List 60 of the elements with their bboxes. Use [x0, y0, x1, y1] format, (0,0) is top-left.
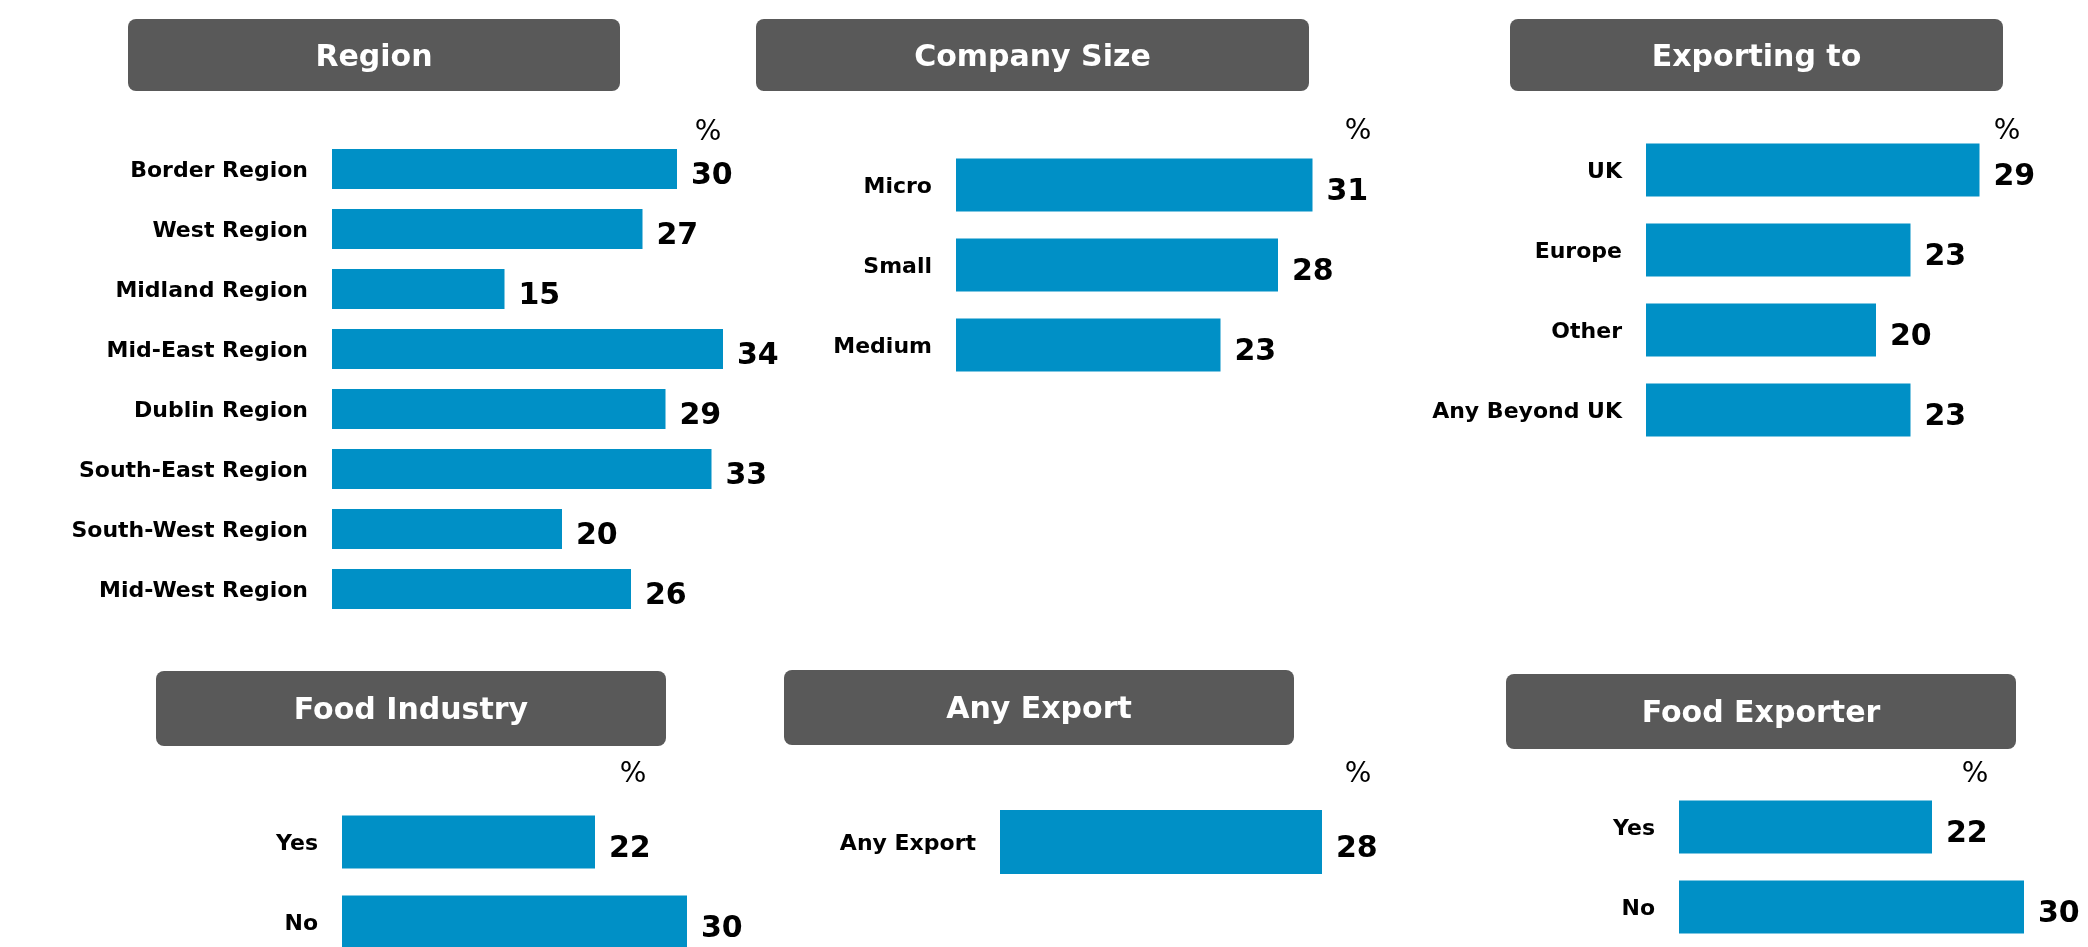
bar	[332, 329, 723, 369]
data-label: 23	[1924, 236, 1967, 272]
bar	[332, 449, 712, 489]
data-label: 29	[679, 395, 722, 431]
y-tick-label: Europe	[1534, 237, 1622, 263]
data-label: 28	[1292, 251, 1334, 287]
y-tick-label: Dublin Region	[133, 396, 308, 422]
annotation: %	[1961, 755, 1989, 789]
y-tick-label: Other	[1551, 317, 1623, 343]
data-label: 27	[656, 215, 699, 251]
text: %	[1993, 112, 2021, 146]
y-tick-label: South-East Region	[78, 456, 308, 482]
data-label: 23	[1924, 396, 1967, 432]
data-label: 30	[2038, 893, 2080, 929]
text: %	[1344, 755, 1372, 789]
data-label: 34	[737, 335, 779, 371]
bar	[332, 269, 505, 309]
data-label: 20	[576, 515, 618, 551]
bar	[332, 389, 666, 429]
data-label: 29	[1993, 156, 2036, 192]
chart-title: Food Industry	[293, 691, 529, 726]
y-tick-label: West Region	[152, 216, 308, 242]
y-tick-label: Any Beyond UK	[1432, 397, 1623, 423]
bar	[332, 209, 643, 249]
data-label: 20	[1890, 316, 1932, 352]
y-tick-label: Micro	[863, 172, 932, 198]
chart-title: Exporting to	[1651, 37, 1862, 73]
chart-title: Any Export	[946, 690, 1132, 725]
data-label: 23	[1234, 331, 1277, 367]
y-tick-label: South-West Region	[71, 516, 308, 542]
data-label: 22	[609, 828, 651, 864]
chart-title: Food Exporter	[1641, 694, 1881, 729]
data-label: 15	[518, 275, 561, 311]
y-tick-label: Medium	[833, 332, 932, 358]
bar	[332, 509, 562, 549]
chart-title: Company Size	[914, 37, 1151, 73]
data-label: 28	[1336, 828, 1378, 864]
y-tick-label: Yes	[275, 829, 318, 855]
data-label: 31	[1326, 171, 1369, 207]
data-label: 26	[645, 575, 687, 611]
bar	[332, 569, 631, 609]
bar	[332, 149, 677, 189]
y-tick-label: Yes	[1612, 814, 1655, 840]
annotation: %	[694, 113, 722, 147]
data-label: 30	[701, 908, 743, 944]
y-tick-label: No	[1621, 894, 1655, 920]
y-tick-label: Mid-East Region	[106, 336, 308, 362]
y-tick-label: Small	[863, 252, 932, 278]
data-label: 33	[725, 455, 768, 491]
y-tick-label: No	[284, 909, 318, 935]
y-tick-label: Border Region	[130, 156, 308, 182]
text: %	[619, 755, 647, 789]
y-tick-label: UK	[1587, 157, 1623, 183]
y-tick-label: Any Export	[839, 829, 977, 855]
text: %	[1344, 112, 1372, 146]
data-label: 22	[1946, 813, 1988, 849]
y-tick-label: Midland Region	[115, 276, 308, 302]
data-label: 30	[691, 155, 733, 191]
chart-title: Region	[315, 37, 433, 73]
y-tick-label: Mid-West Region	[99, 576, 308, 602]
